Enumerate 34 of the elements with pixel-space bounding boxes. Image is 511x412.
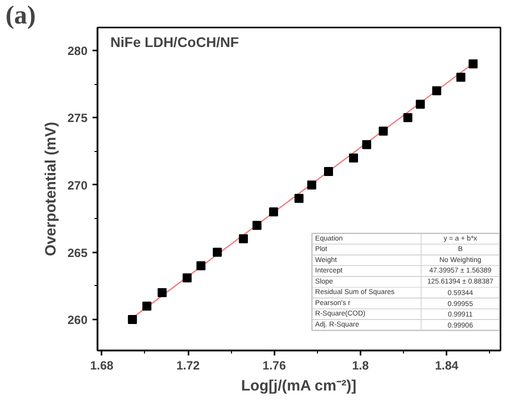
point: [252, 220, 262, 230]
point: [324, 167, 334, 176]
y-tick-label: 270: [67, 178, 88, 192]
x-tick-label: 1.72: [176, 358, 200, 372]
point: [158, 288, 167, 298]
point: [403, 113, 412, 122]
point: [468, 59, 478, 68]
point: [294, 194, 304, 203]
point: [212, 248, 222, 257]
point: [378, 126, 388, 136]
x-tick-label: 1.8: [352, 358, 370, 372]
point: [307, 180, 316, 190]
point: [196, 261, 206, 270]
y-tick-label: 265: [67, 246, 88, 260]
point: [128, 315, 137, 324]
y-tick-label: 260: [67, 313, 88, 328]
x-axis-title: Log[j/(mA cm⁻²)]: [241, 378, 356, 394]
x-tick-label: 1.76: [262, 358, 286, 372]
text: NiFe LDH/CoCH/NF: [110, 34, 240, 50]
point: [269, 207, 278, 216]
point: [238, 234, 248, 244]
y-tick-label: 280: [67, 44, 88, 58]
point: [182, 273, 192, 282]
x-tick-label: 1.68: [90, 358, 114, 372]
text: (a): [6, 0, 36, 30]
point: [432, 86, 442, 96]
point: [362, 140, 372, 150]
point: [456, 72, 466, 82]
y-axis-title: Overpotential (mV): [42, 122, 60, 256]
point: [416, 100, 425, 109]
y-tick-label: 275: [67, 111, 88, 126]
x-tick-label: 1.84: [434, 358, 459, 372]
point: [349, 154, 358, 163]
point: [142, 302, 152, 311]
